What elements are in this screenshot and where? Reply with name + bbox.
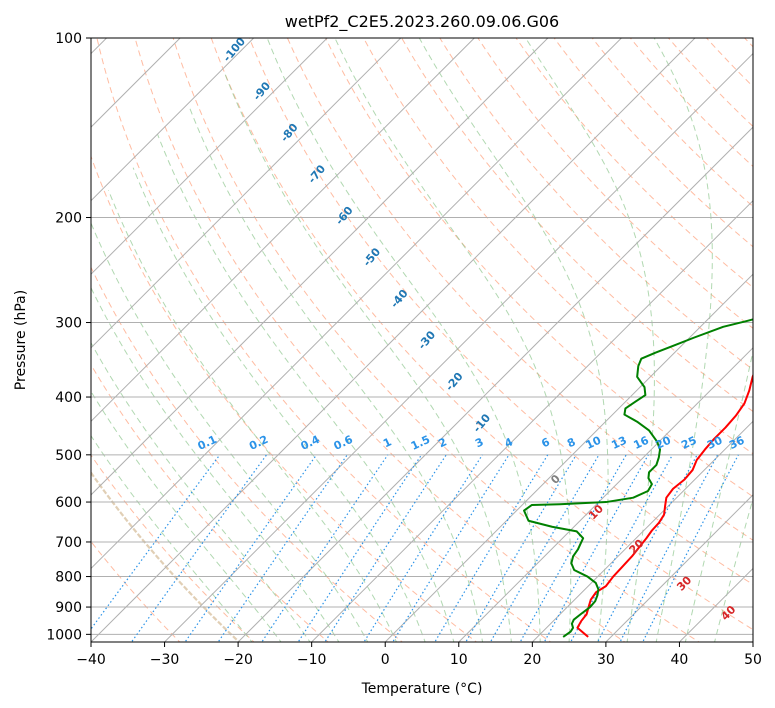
x-tick-label: −10: [297, 652, 327, 668]
temperature-series-line: [576, 373, 753, 638]
moist-adiabat-line: [224, 74, 512, 642]
mixing-ratio-line: [91, 454, 221, 630]
x-tick-label: −30: [150, 652, 180, 668]
dry-adiabat-line: [96, 38, 552, 642]
y-tick-label: 100: [55, 31, 82, 47]
dry-adiabat-line: [172, 38, 700, 642]
mixing-ratio-line: [217, 454, 348, 642]
isotherm-line: [237, 126, 753, 642]
moist-adiabat-line: [157, 134, 455, 642]
x-tick-label: 10: [450, 652, 468, 668]
moist-adiabat-line: [107, 190, 397, 642]
x-tick-label: −20: [223, 652, 253, 668]
dry-adiabat-line: [91, 266, 404, 642]
moist-adiabat-line: [653, 38, 713, 642]
isotherm-line: [605, 494, 753, 642]
isotherm-line: [91, 38, 402, 349]
dry-adiabat-line: [324, 38, 753, 498]
y-tick-label: 600: [55, 495, 82, 511]
y-tick-label: 200: [55, 211, 82, 227]
dewpoint-series-line: [523, 318, 753, 638]
y-tick-label: 800: [55, 570, 82, 586]
mixing-ratio-label: 13: [609, 434, 628, 452]
mixing-ratio-label: 25: [679, 434, 698, 452]
moist-adiabat-line: [524, 38, 655, 642]
mixing-ratio-line: [543, 454, 649, 642]
y-tick-label: 500: [55, 448, 82, 464]
isotherm-line: [91, 38, 696, 642]
dry-adiabat-line: [91, 363, 329, 642]
mixing-ratio-line: [570, 454, 674, 642]
isotherm-line: [91, 38, 622, 570]
y-axis-title: Pressure (hPa): [13, 290, 29, 390]
x-tick-label: 50: [744, 652, 762, 668]
axis-layer: −40 −30 −20 −10 0 10 20 30 40 50 100 200 300 400 500 60…: [46, 31, 762, 668]
dry-adiabat-line: [286, 38, 753, 541]
x-tick-label: 0: [381, 652, 390, 668]
isotherm-line: [164, 52, 753, 642]
isotherm-line: [531, 420, 753, 642]
mixing-ratio-line: [297, 454, 423, 642]
mixing-ratio-line: [489, 454, 600, 642]
mixing-ratio-line: [519, 454, 627, 642]
chart-title: wetPf2_C2E5.2023.260.09.06.G06: [285, 12, 559, 32]
isotherm-line: [91, 38, 255, 202]
dry-adiabat-line: [515, 38, 753, 289]
dry-adiabat-line: [134, 38, 626, 642]
moist-adiabat-line: [334, 38, 572, 642]
series-layer: [523, 318, 753, 638]
mixing-ratio-line: [324, 454, 447, 642]
x-tick-label: 40: [671, 652, 689, 668]
x-tick-label: 30: [597, 652, 615, 668]
y-tick-label: 1000: [46, 627, 82, 643]
dry-adiabat-line: [210, 38, 753, 631]
mixing-ratio-line: [184, 454, 317, 642]
moist-adiabat-line: [91, 341, 311, 642]
reference-adiabat-line: [91, 470, 241, 642]
isotherm-line: [458, 347, 753, 642]
isotherm-line: [91, 38, 328, 275]
y-tick-label: 900: [55, 600, 82, 616]
isotherm-line: [91, 38, 475, 423]
grid-layer: [91, 38, 753, 642]
moist-adiabat-line: [91, 434, 253, 642]
mixing-ratio-line: [261, 454, 389, 642]
moist-adiabat-line: [418, 38, 609, 642]
mixing-ratio-line: [619, 454, 719, 642]
mixing-ratio-line: [130, 454, 268, 642]
mixing-ratio-line: [392, 454, 510, 642]
dry-adiabat-line: [91, 454, 255, 642]
isotherm-line: [91, 38, 549, 496]
mixing-ratio-label: 30: [705, 434, 725, 452]
moist-adiabat-line: [91, 390, 282, 642]
x-tick-label: 20: [523, 652, 541, 668]
y-tick-label: 400: [55, 390, 82, 406]
x-tick-label: −40: [76, 652, 106, 668]
mixing-ratio-label: 16: [632, 434, 652, 452]
mixing-ratio-line: [363, 454, 483, 642]
mixing-ratio-label: 36: [727, 434, 747, 452]
plot-frame: [90, 37, 754, 643]
mixing-ratio-line: [642, 454, 739, 642]
mixing-ratio-label: 10: [584, 434, 604, 452]
isotherm-line: [311, 199, 753, 642]
dry-adiabat-line: [248, 38, 753, 586]
mixing-ratio-label: 20: [654, 434, 674, 452]
moist-adiabat-line: [132, 167, 426, 642]
dry-adiabat-line: [477, 38, 753, 329]
moist-adiabat-line: [266, 38, 541, 642]
x-axis-title: Temperature (°C): [361, 681, 483, 697]
moist-adiabat-line: [188, 105, 484, 642]
moist-adiabat-line: [714, 496, 753, 642]
y-tick-label: 300: [55, 316, 82, 332]
y-tick-label: 700: [55, 535, 82, 551]
